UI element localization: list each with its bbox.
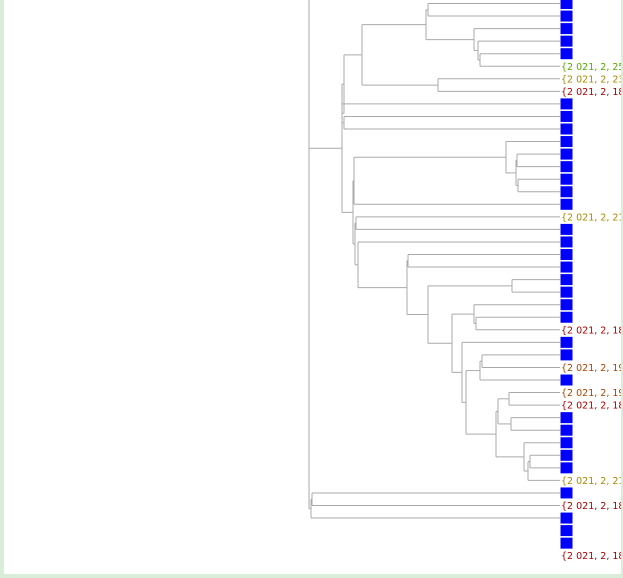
leaf-box	[560, 98, 573, 110]
leaf-date-label: {2 021, 2, 21}	[561, 212, 621, 223]
leaf-box	[560, 462, 573, 474]
leaf-box	[560, 173, 573, 185]
leaf-date-label: {2 021, 2, 18}	[561, 551, 621, 562]
dendrogram-branches	[308, 0, 560, 519]
leaf-box	[560, 487, 573, 499]
leaf-box	[560, 186, 573, 198]
leaf-box	[560, 136, 573, 148]
leaf-date-label: {2 021, 2, 18}	[561, 325, 621, 336]
leaf-box	[560, 374, 573, 386]
leaf-box	[560, 286, 573, 298]
leaf-box	[560, 23, 573, 35]
leaf-box	[560, 537, 573, 549]
leaf-box	[560, 525, 573, 537]
leaf-box	[560, 449, 573, 461]
leaf-box	[560, 198, 573, 210]
leaf-box	[560, 110, 573, 122]
leaf-box	[560, 261, 573, 273]
leaf-box	[560, 223, 573, 235]
leaf-date-label: {2 021, 2, 25}	[561, 62, 621, 73]
leaf-box	[560, 236, 573, 248]
leaf-box	[560, 299, 573, 311]
leaf-box	[560, 123, 573, 135]
leaf-box	[560, 311, 573, 323]
leaf-box	[560, 148, 573, 160]
leaf-date-label: {2 021, 2, 18}	[561, 87, 621, 98]
leaf-box	[560, 349, 573, 361]
leaf-box	[560, 437, 573, 449]
leaf-box	[560, 35, 573, 47]
leaf-date-label: {2 021, 2, 19}	[561, 363, 621, 374]
leaf-date-label: {2 021, 2, 23}	[561, 74, 621, 85]
leaf-date-label: {2 021, 2, 19}	[561, 388, 621, 399]
leaf-date-label: {2 021, 2, 18}	[561, 501, 621, 512]
leaf-box	[560, 48, 573, 60]
leaf-box	[560, 249, 573, 260]
leaf-box	[560, 512, 573, 524]
leaf-box	[560, 336, 573, 348]
leaf-box	[560, 161, 573, 173]
leaf-date-label: {2 021, 2, 18}	[561, 401, 621, 412]
dendrogram: {2 021, 2, 25}{2 021, 2, 23} {2 021, 2, 1…	[308, 0, 621, 562]
tree-panel: {2 021, 2, 25}{2 021, 2, 23} {2 021, 2, 1…	[4, 0, 623, 574]
leaf-box	[560, 424, 573, 436]
leaf-box	[560, 10, 573, 22]
leaf-box	[560, 274, 573, 286]
dendrogram-leaves: {2 021, 2, 25}{2 021, 2, 23} {2 021, 2, 1…	[560, 0, 621, 562]
leaf-box	[560, 412, 573, 424]
leaf-box	[560, 0, 573, 9]
leaf-date-label: {2 021, 2, 21}	[561, 476, 621, 487]
